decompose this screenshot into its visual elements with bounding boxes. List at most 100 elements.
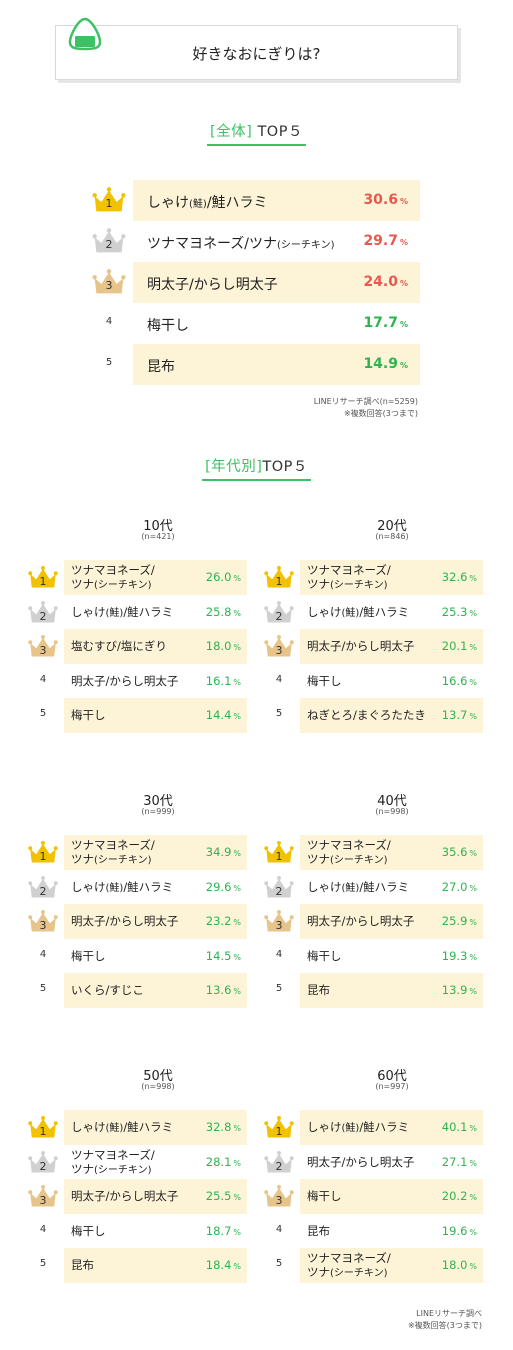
row-highlight bbox=[300, 698, 483, 733]
item-label: いくら/すじこ bbox=[71, 983, 144, 997]
value-number: 24.0 bbox=[363, 274, 398, 290]
item-value: 26.0% bbox=[206, 570, 241, 584]
ranking-row: ツナマヨネーズ/ツナ(シーチキン) 18.0% bbox=[300, 1248, 483, 1283]
ranking-row: 明太子/からし明太子 25.9% bbox=[300, 904, 483, 939]
gold-crown-icon bbox=[264, 841, 294, 863]
ranking-row: 明太子/からし明太子 20.1% bbox=[300, 629, 483, 664]
silver-crown-icon bbox=[264, 875, 294, 898]
age-group-title: 40代 bbox=[377, 794, 407, 809]
value-number: 13.7 bbox=[441, 708, 468, 722]
value-unit: % bbox=[233, 1193, 241, 1202]
item-label: 梅干し bbox=[307, 1189, 342, 1203]
silver-crown-icon bbox=[92, 228, 126, 253]
value-number: 18.0 bbox=[205, 639, 232, 653]
rank-badge: 2 bbox=[264, 600, 294, 624]
item-label: 昆布 bbox=[307, 1223, 330, 1238]
value-number: 29.6 bbox=[205, 879, 232, 894]
item-value: 30.6% bbox=[363, 192, 408, 208]
item-value: 29.7% bbox=[363, 233, 408, 249]
row-highlight bbox=[300, 629, 483, 664]
rank-number: 1 bbox=[39, 1125, 47, 1139]
row-highlight bbox=[133, 180, 420, 221]
value-unit: % bbox=[233, 677, 241, 687]
rank-badge: 3 bbox=[28, 634, 58, 658]
value-unit: % bbox=[233, 574, 241, 583]
overall-source-note: LINEリサーチ調べ(n=5259) ※複数回答(3つまで) bbox=[280, 396, 418, 420]
item-value: 25.5% bbox=[206, 1189, 241, 1203]
row-highlight bbox=[300, 1179, 483, 1214]
row-highlight bbox=[64, 973, 247, 1008]
item-value: 13.9% bbox=[442, 983, 477, 997]
item-value: 32.6% bbox=[442, 570, 477, 584]
rank-badge: 2 bbox=[28, 875, 58, 899]
value-number: 13.9 bbox=[441, 983, 468, 997]
value-number: 23.2 bbox=[205, 914, 232, 928]
rank-number: 1 bbox=[275, 575, 283, 589]
rank-badge: 1 bbox=[264, 565, 294, 589]
row-highlight bbox=[300, 1110, 483, 1145]
item-label: ねぎとろ/まぐろたたき bbox=[307, 708, 426, 722]
rank-number: 1 bbox=[39, 850, 47, 864]
rank-badge: 3 bbox=[264, 1184, 294, 1208]
rank-number: 2 bbox=[275, 609, 283, 623]
ranking-row: 梅干し 14.5% bbox=[64, 939, 247, 974]
value-number: 25.5 bbox=[205, 1189, 232, 1203]
item-label: ツナマヨネーズ/ツナ(シーチキン) bbox=[307, 838, 391, 866]
item-value: 32.8% bbox=[206, 1120, 241, 1134]
rank-number: 5 bbox=[39, 1258, 47, 1270]
value-unit: % bbox=[233, 849, 241, 858]
by-age-heading-bracket: [年代別] bbox=[205, 459, 263, 475]
item-label: 梅干し bbox=[71, 948, 106, 963]
value-unit: % bbox=[233, 712, 241, 721]
rank-number: 4 bbox=[275, 948, 283, 960]
value-number: 14.5 bbox=[205, 948, 232, 963]
item-label: しゃけ(鮭)/鮭ハラミ bbox=[71, 604, 174, 619]
value-unit: % bbox=[469, 677, 477, 687]
item-value: 17.7% bbox=[363, 315, 408, 331]
value-number: 25.8 bbox=[205, 604, 232, 619]
item-value: 24.0% bbox=[363, 274, 408, 290]
silver-crown-icon bbox=[28, 1150, 58, 1173]
item-label: 昆布 bbox=[147, 359, 175, 375]
value-unit: % bbox=[469, 712, 477, 721]
rank-number: 2 bbox=[275, 884, 283, 898]
bronze-crown-icon bbox=[264, 910, 294, 932]
rank-number: 4 bbox=[39, 1223, 47, 1235]
gold-crown-icon bbox=[92, 187, 126, 212]
ranking-row: 梅干し 20.2% bbox=[300, 1179, 483, 1214]
value-unit: % bbox=[233, 643, 241, 652]
ranking-row: 梅干し 18.7% bbox=[64, 1214, 247, 1249]
age-group-title: 10代 bbox=[143, 519, 173, 534]
ranking-row: 昆布 13.9% bbox=[300, 973, 483, 1008]
rank-number: 1 bbox=[105, 197, 113, 211]
ranking-row: しゃけ(鮭)/鮭ハラミ 32.8% bbox=[64, 1110, 247, 1145]
value-number: 25.9 bbox=[441, 914, 468, 928]
value-unit: % bbox=[469, 1227, 477, 1237]
rank-number: 2 bbox=[105, 238, 113, 252]
bronze-crown-icon bbox=[92, 269, 126, 294]
value-unit: % bbox=[469, 574, 477, 583]
value-unit: % bbox=[399, 238, 408, 247]
value-number: 30.6 bbox=[363, 192, 398, 208]
rank-number: 5 bbox=[275, 983, 283, 995]
age-group-sample-size: (n=998) bbox=[375, 807, 409, 816]
gold-crown-icon bbox=[28, 1116, 58, 1138]
value-unit: % bbox=[233, 952, 241, 962]
rank-badge: 2 bbox=[264, 875, 294, 899]
rank-number: 5 bbox=[39, 708, 47, 720]
ranking-row: いくら/すじこ 13.6% bbox=[64, 973, 247, 1008]
rank-badge: 1 bbox=[264, 1115, 294, 1139]
item-value: 14.9% bbox=[363, 356, 408, 372]
rank-number: 1 bbox=[275, 1125, 283, 1139]
rank-number: 3 bbox=[275, 1194, 283, 1208]
value-number: 34.9 bbox=[205, 845, 232, 859]
rank-number: 2 bbox=[275, 1159, 283, 1173]
item-value: 35.6% bbox=[442, 845, 477, 859]
value-number: 20.1 bbox=[441, 639, 468, 653]
value-number: 17.7 bbox=[363, 315, 398, 331]
item-label: 塩むすび/塩にぎり bbox=[71, 639, 167, 653]
value-unit: % bbox=[399, 361, 408, 370]
item-value: 18.0% bbox=[442, 1258, 477, 1272]
value-unit: % bbox=[469, 987, 477, 996]
value-number: 16.6 bbox=[441, 673, 468, 688]
